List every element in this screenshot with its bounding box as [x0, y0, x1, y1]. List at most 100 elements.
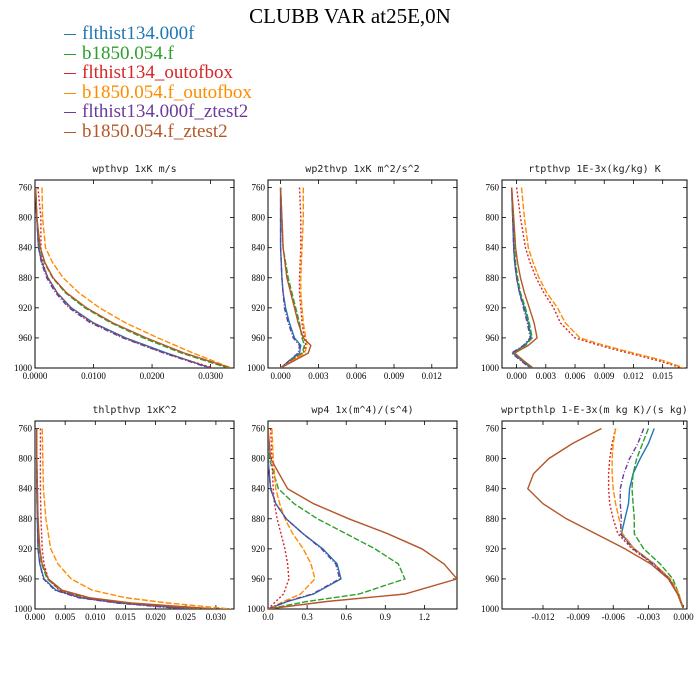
y-tick-label: 920 [252, 544, 266, 554]
x-tick-label: 0.0100 [81, 371, 106, 381]
legend-swatch [64, 73, 76, 75]
panel-2: wp2thvp 1xK m^2/s^2 760 800 840 880 920 960 100… [247, 164, 458, 381]
x-tick-label: 0.0200 [140, 371, 165, 381]
y-tick-label: 880 [486, 514, 500, 524]
x-tick-label: -0.012 [531, 612, 554, 622]
x-tick-label: 0.6 [341, 612, 353, 622]
x-tick-label: 0.000 [270, 371, 291, 381]
x-tick-label: -0.003 [637, 612, 661, 622]
series-line-2 [36, 428, 204, 609]
y-tick-label: 920 [486, 544, 500, 554]
y-tick-label: 960 [19, 333, 33, 343]
y-tick-label: 800 [486, 213, 500, 223]
panel-title: wp2thvp 1xK m^2/s^2 [305, 164, 419, 175]
y-tick-label: 920 [19, 303, 33, 313]
plot-frame [34, 420, 235, 610]
x-tick-label: 0.0 [262, 612, 274, 622]
series-line-4 [41, 428, 232, 609]
x-tick-label: 0.0300 [198, 371, 223, 381]
x-tick-label: 0.012 [623, 371, 643, 381]
series-line-6 [511, 187, 538, 368]
x-tick-label: -0.009 [566, 612, 590, 622]
y-tick-label: 1000 [14, 604, 33, 614]
x-tick-label: 0.003 [536, 371, 557, 381]
series-line-2 [279, 187, 306, 368]
y-tick-label: 960 [19, 574, 33, 584]
panel-4: thlpthvp 1xK^276080084088092096010000.00… [14, 405, 235, 622]
series-line-3 [39, 428, 198, 609]
y-tick-label: 920 [19, 544, 33, 554]
x-tick-label: 1.2 [419, 612, 430, 622]
legend-item-3: flthist134_outofbox [64, 63, 252, 83]
series-line-5 [268, 428, 341, 609]
y-tick-label: 760 [486, 183, 500, 193]
x-tick-label: 0.009 [384, 371, 405, 381]
series-line-6 [526, 427, 685, 609]
series-line-1 [279, 187, 302, 368]
panel-1: wpthvp 1xK m/s 760 800 840 880 920 960 10000.00… [14, 164, 235, 381]
legend-item-4: b1850.054.f_outofbox [64, 81, 252, 103]
x-tick-label: 0.005 [55, 612, 76, 622]
x-tick-label: 0.000 [506, 371, 527, 381]
y-tick-label: 840 [252, 484, 266, 494]
series-line-5 [35, 187, 210, 368]
y-tick-label: 960 [252, 333, 266, 343]
legend-label: b1850.054.f_outofbox [82, 81, 252, 103]
x-tick-label: 0.3 [301, 612, 313, 622]
y-tick-label: 760 [19, 183, 33, 193]
y-tick-label: 760 [486, 424, 500, 434]
plot-frame [34, 179, 235, 369]
x-tick-label: 0.003 [308, 371, 329, 381]
series-line-6 [268, 428, 457, 609]
y-tick-label: 840 [19, 484, 33, 494]
x-tick-label: 0.020 [145, 612, 166, 622]
plot-frame [267, 420, 458, 610]
series-line-5 [510, 187, 531, 368]
legend-item-2: b1850.054.f [64, 43, 252, 64]
y-tick-label: 760 [252, 183, 266, 193]
panel-5: wp4 1x(m^4)/(s^4)76080084088092096010000… [247, 405, 458, 622]
series-line-1 [268, 428, 342, 609]
plot-frame [267, 179, 458, 369]
y-tick-label: 920 [486, 303, 500, 313]
y-tick-label: 1000 [481, 604, 500, 614]
series-line-3 [280, 187, 307, 368]
series-line-3 [268, 428, 290, 609]
y-tick-label: 880 [486, 273, 500, 283]
x-tick-label: 0.009 [594, 371, 615, 381]
series-line-5 [619, 428, 685, 609]
series-line-4 [611, 428, 685, 609]
y-tick-label: 960 [252, 574, 266, 584]
legend-item-6: b1850.054.f_ztest2 [64, 121, 252, 142]
panel-title: wp4 1x(m^4)/(s^4) [311, 405, 413, 416]
series-line-6 [35, 187, 232, 368]
y-tick-label: 1000 [14, 363, 33, 373]
legend-label: flthist134.000f_ztest2 [82, 101, 249, 122]
legend-swatch [64, 53, 76, 55]
y-tick-label: 840 [486, 243, 500, 253]
x-tick-label: -0.006 [602, 612, 626, 622]
series-line-4 [268, 428, 316, 609]
panel-title: wpthvp 1xK m/s [92, 164, 176, 175]
y-tick-label: 800 [486, 454, 500, 464]
y-tick-label: 960 [486, 333, 500, 343]
y-tick-label: 840 [486, 484, 500, 494]
legend-swatch [64, 131, 76, 133]
figure-title: CLUBB VAR at25E,0N [249, 4, 451, 28]
legend-label: flthist134_outofbox [82, 62, 233, 83]
x-tick-label: 0.006 [346, 371, 367, 381]
series-line-1 [35, 187, 211, 368]
panel-title: rtpthvp 1E-3x(kg/kg) K [528, 164, 660, 175]
x-tick-label: 0.000 [673, 612, 694, 622]
series-line-4 [41, 187, 232, 368]
panel-title: thlpthvp 1xK^2 [92, 405, 176, 416]
x-tick-label: 0.010 [85, 612, 106, 622]
series-line-1 [511, 187, 532, 368]
series-line-2 [511, 187, 533, 368]
y-tick-label: 800 [252, 454, 266, 464]
series-line-2 [268, 428, 406, 609]
y-tick-label: 840 [19, 243, 33, 253]
legend-swatch [64, 92, 76, 94]
legend-item-5: flthist134.000f_ztest2 [64, 102, 252, 122]
